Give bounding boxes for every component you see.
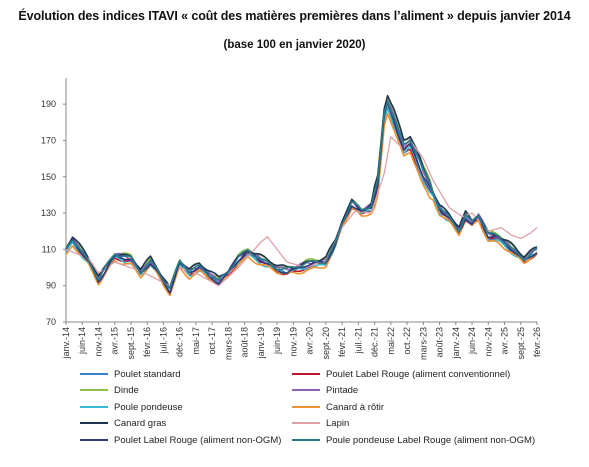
legend-item-dinde: Dinde bbox=[80, 383, 139, 397]
x-tick-label: avr.-20 bbox=[305, 327, 315, 355]
x-tick-label: avr.-25 bbox=[500, 327, 510, 355]
x-tick-label: déc.-16 bbox=[175, 327, 185, 357]
legend-label: Canard à rôtir bbox=[326, 401, 385, 413]
x-tick-label: oct.-22 bbox=[402, 327, 412, 355]
legend-label: Lapin bbox=[326, 417, 350, 429]
y-tick-label: 90 bbox=[46, 281, 56, 291]
x-tick-label: nov.-19 bbox=[288, 327, 298, 356]
legend-item-poulet-standard: Poulet standard bbox=[80, 367, 181, 381]
series-line-9 bbox=[65, 100, 538, 290]
x-tick-label: janv.-14 bbox=[61, 327, 71, 359]
legend-swatch bbox=[292, 389, 320, 391]
x-tick-label: juil.-21 bbox=[353, 327, 363, 355]
x-tick-label: mai-22 bbox=[386, 327, 396, 355]
legend-label: Dinde bbox=[114, 384, 139, 396]
series-line-2 bbox=[65, 96, 538, 288]
y-tick-label: 130 bbox=[41, 208, 56, 218]
legend-swatch bbox=[80, 439, 108, 441]
legend-label: Poulet Label Rouge (aliment non-OGM) bbox=[114, 434, 282, 446]
legend-label: Pintade bbox=[326, 384, 359, 396]
legend-swatch bbox=[292, 422, 320, 424]
legend-swatch bbox=[292, 373, 320, 375]
x-tick-label: juil.-16 bbox=[158, 327, 168, 355]
legend-item-poule-pondeuse: Poule pondeuse bbox=[80, 400, 183, 414]
chart-title: Évolution des indices ITAVI « coût des m… bbox=[18, 9, 571, 23]
x-tick-label: févr.-21 bbox=[337, 327, 347, 357]
legend-swatch bbox=[80, 406, 108, 408]
y-tick-label: 110 bbox=[42, 244, 56, 254]
x-tick-label: févr.-26 bbox=[532, 327, 542, 357]
x-tick-label: mars-23 bbox=[418, 327, 428, 360]
legend-item-poulet-label-rouge-non-ogm: Poulet Label Rouge (aliment non-OGM) bbox=[80, 433, 281, 447]
x-tick-label: mars-18 bbox=[223, 327, 233, 360]
chart-subtitle: (base 100 en janvier 2020) bbox=[223, 39, 366, 51]
legend-item-lapin: Lapin bbox=[292, 416, 349, 430]
x-tick-label: août-23 bbox=[435, 327, 445, 358]
legend-swatch bbox=[80, 422, 108, 424]
y-tick-label: 190 bbox=[41, 99, 56, 109]
legend-label: Poule pondeuse Label Rouge (aliment non-… bbox=[326, 434, 536, 446]
legend-label: Poule pondeuse bbox=[114, 401, 183, 413]
legend-swatch bbox=[292, 439, 320, 441]
x-tick-label: nov.-14 bbox=[93, 327, 103, 356]
legend-item-poulet-label-rouge-conv: Poulet Label Rouge (aliment conventionne… bbox=[292, 367, 510, 381]
x-tick-label: déc.-21 bbox=[370, 327, 380, 357]
y-tick-label: 150 bbox=[41, 172, 56, 182]
x-tick-label: mai-17 bbox=[191, 327, 201, 355]
y-tick-label: 170 bbox=[41, 135, 56, 145]
legend-item-canard-a-rotir: Canard à rôtir bbox=[292, 400, 384, 414]
x-tick-label: avr.-15 bbox=[110, 327, 120, 355]
legend-item-pintade: Pintade bbox=[292, 383, 358, 397]
legend-swatch bbox=[292, 406, 320, 408]
x-tick-label: août-18 bbox=[240, 327, 250, 358]
legend-item-poule-pondeuse-label-rouge-non-ogm: Poule pondeuse Label Rouge (aliment non-… bbox=[292, 433, 535, 447]
x-tick-label: juin-14 bbox=[77, 327, 87, 355]
series-line-3 bbox=[65, 99, 538, 289]
x-tick-label: juin-19 bbox=[272, 327, 282, 355]
x-tick-label: sept.-15 bbox=[126, 327, 136, 360]
x-tick-label: janv.-19 bbox=[256, 327, 266, 359]
legend-label: Canard gras bbox=[114, 417, 167, 429]
x-tick-label: janv.-24 bbox=[451, 327, 461, 359]
legend-label: Poulet standard bbox=[114, 368, 181, 380]
legend-swatch bbox=[80, 373, 108, 375]
x-tick-label: juin-24 bbox=[467, 327, 477, 355]
series-line-6 bbox=[65, 94, 538, 288]
x-tick-label: févr.-16 bbox=[142, 327, 152, 357]
legend-swatch bbox=[80, 389, 108, 391]
x-tick-label: sept.-25 bbox=[516, 327, 526, 360]
legend-item-canard-gras: Canard gras bbox=[80, 416, 166, 430]
x-tick-label: sept.-20 bbox=[321, 327, 331, 360]
y-tick-label: 70 bbox=[46, 317, 56, 327]
legend-label: Poulet Label Rouge (aliment conventionne… bbox=[326, 368, 511, 380]
x-tick-label: nov.-24 bbox=[483, 327, 493, 356]
x-tick-label: oct.-17 bbox=[207, 327, 217, 355]
